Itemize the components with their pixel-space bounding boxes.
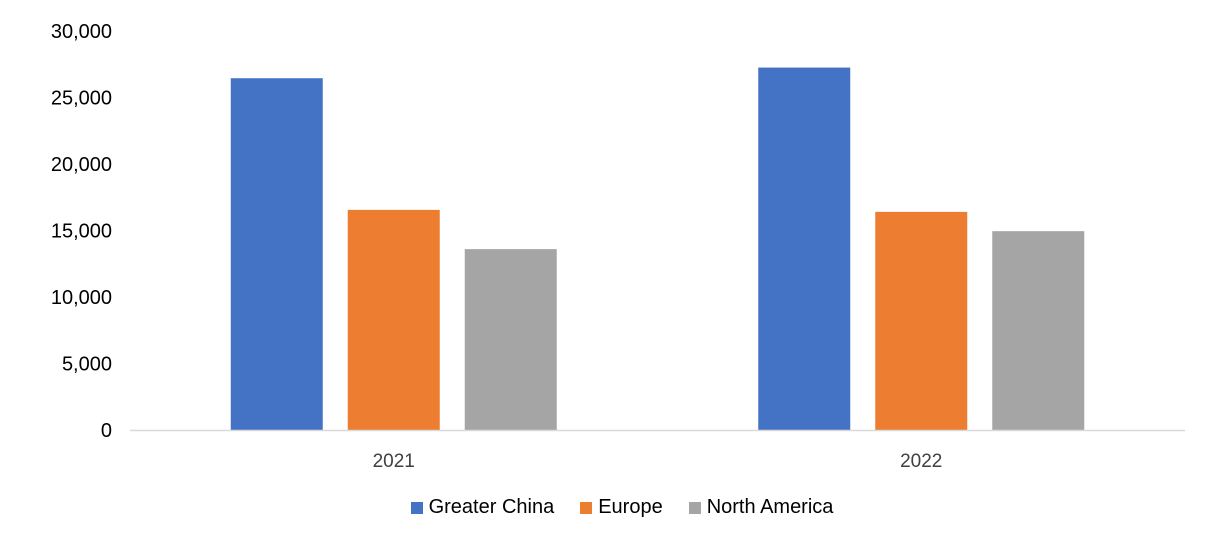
legend: Greater China Europe North America <box>0 496 1207 519</box>
bars <box>230 67 1085 430</box>
legend-item-north-america: North America <box>688 496 834 519</box>
y-tick-label: 30,000 <box>51 21 112 43</box>
legend-swatch <box>688 501 701 514</box>
bar-europe-2022 <box>875 211 968 430</box>
bar-north-america-2021 <box>464 249 557 430</box>
bar-north-america-2022 <box>992 231 1085 430</box>
y-tick-label: 20,000 <box>51 154 112 176</box>
y-tick-label: 10,000 <box>51 287 112 309</box>
bar-greater-china-2021 <box>230 78 323 430</box>
y-tick-label: 5,000 <box>62 354 112 376</box>
legend-swatch <box>580 501 593 514</box>
y-tick-label: 15,000 <box>51 221 112 243</box>
legend-swatch <box>410 501 423 514</box>
legend-item-europe: Europe <box>580 496 663 519</box>
legend-label: Greater China <box>428 496 555 518</box>
x-category-label: 2021 <box>373 451 415 472</box>
bar-greater-china-2022 <box>758 67 851 430</box>
y-tick-label: 25,000 <box>51 88 112 110</box>
legend-item-greater-china: Greater China <box>410 496 555 519</box>
y-axis-tick-labels: 0 5,000 10,000 15,000 20,000 25,000 30,000 <box>51 21 112 442</box>
y-tick-label: 0 <box>101 420 112 442</box>
x-axis-category-labels: 2021 2022 <box>373 451 943 472</box>
x-category-label: 2022 <box>900 451 942 472</box>
legend-label: Europe <box>598 496 663 518</box>
bar-europe-2021 <box>347 209 440 430</box>
legend-label: North America <box>706 496 834 518</box>
